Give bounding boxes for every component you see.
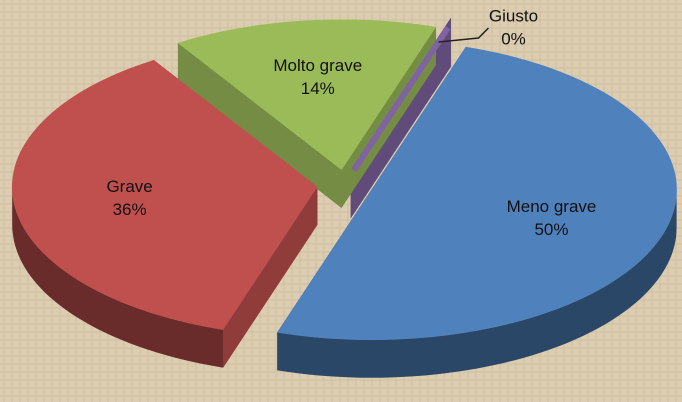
slice-label: Giusto [489, 6, 538, 25]
slice-value-label: 36% [113, 200, 147, 219]
pie [11, 17, 677, 378]
slice-label: Grave [106, 177, 152, 196]
slice [11, 60, 318, 330]
slice-rim [277, 189, 677, 378]
slice-value-label: 50% [534, 220, 568, 239]
slice-rim [12, 186, 224, 368]
slice-value-label: 0% [501, 29, 526, 48]
slice-label: Meno grave [507, 197, 597, 216]
slice-label: Molto grave [273, 56, 362, 75]
leader-line [438, 27, 490, 43]
slice [276, 46, 677, 341]
slice-value-label: 14% [301, 79, 335, 98]
slice [351, 26, 451, 173]
labels: Giusto 0% Meno grave 50% Grave 36% Molto grave… [106, 6, 596, 238]
slice [177, 19, 437, 171]
